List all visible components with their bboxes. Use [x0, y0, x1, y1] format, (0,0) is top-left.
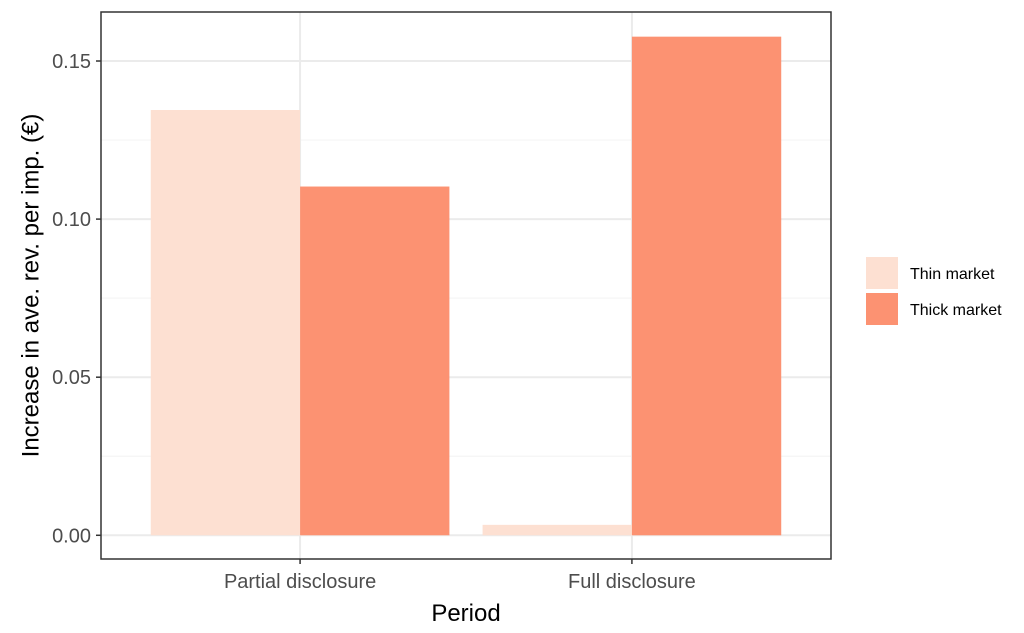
bar-thick-market-partial-disclosure	[300, 186, 450, 536]
bar-thin-market-full-disclosure	[482, 524, 632, 536]
y-tick-label: 0.05	[52, 367, 91, 389]
legend-key-thin-market	[866, 257, 898, 289]
y-tick-label: 0.15	[52, 51, 91, 73]
bar-thick-market-full-disclosure	[631, 36, 782, 536]
x-axis: Partial disclosure Full disclosure	[224, 559, 696, 593]
legend-label: Thin market	[910, 266, 995, 283]
legend-label: Thick market	[910, 302, 1002, 319]
legend-key-thick-market	[866, 293, 898, 325]
y-axis-title: Increase in ave. rev. per imp. (€)	[17, 114, 44, 458]
y-tick-label: 0.00	[52, 525, 91, 547]
y-tick-label: 0.10	[52, 209, 91, 231]
x-tick-label: Full disclosure	[568, 571, 696, 593]
panel-border	[100, 11, 832, 560]
legend: Thin market Thick market	[866, 257, 1002, 325]
bars	[150, 36, 782, 536]
x-tick-label: Partial disclosure	[224, 571, 376, 593]
y-axis: 0.00 0.05 0.10 0.15	[52, 51, 101, 547]
x-axis-title: Period	[431, 600, 500, 627]
bar-thin-market-partial-disclosure	[150, 110, 301, 536]
